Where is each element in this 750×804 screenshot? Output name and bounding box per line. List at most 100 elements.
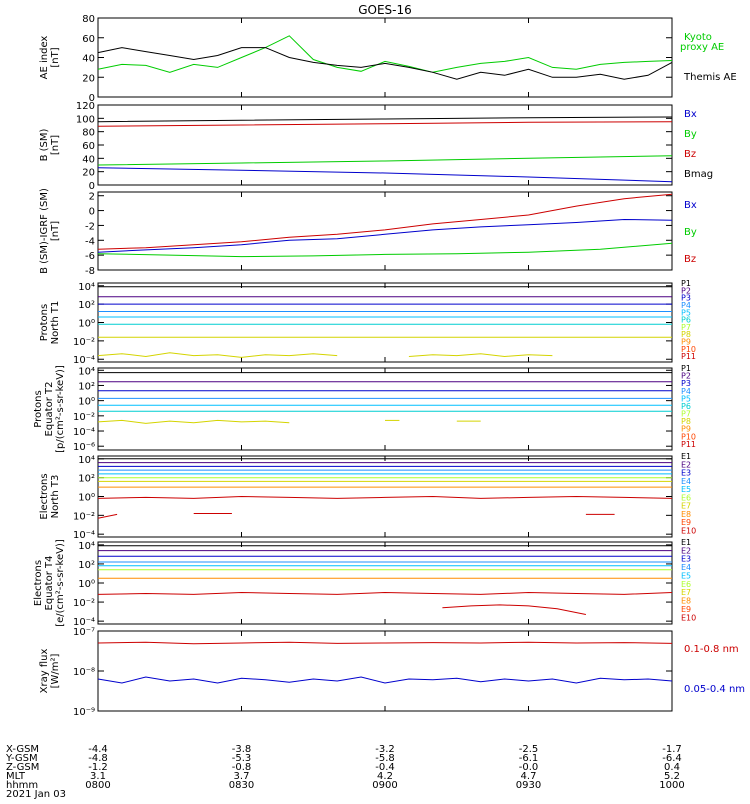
legend-ae-1: proxy AE <box>680 42 724 53</box>
legend-b-1: By <box>684 129 697 140</box>
legend-xray-1: 0.05-0.4 nm <box>684 684 745 695</box>
y-tick-label-b-1: 100 <box>76 114 95 125</box>
y-tick-label-electrons-t4-3: 10⁻² <box>73 598 95 609</box>
chart-title: GOES-16 <box>358 3 412 17</box>
y-tick-label-protons-t2-2: 10⁰ <box>78 397 95 408</box>
legend-protons-t1-6: P7 <box>681 323 691 332</box>
y-axis-label-electrons-t4-2: [e/(cm²-s-sr-keV)] <box>55 539 66 627</box>
legend-protons-t1-1: P2 <box>681 286 691 295</box>
y-tick-label-bdiff-1: 0 <box>89 207 95 218</box>
series-bdiff-1 <box>97 218 673 253</box>
legend-protons-t2-4: P5 <box>681 394 691 403</box>
x-row-value-1-2: -5.8 <box>375 753 395 764</box>
y-tick-label-b-4: 40 <box>82 154 95 165</box>
x-row-value-1-3: -6.1 <box>519 753 539 764</box>
y-axis-label-protons-t2-2: [p/(cm²-s-sr-keV)] <box>55 365 66 453</box>
legend-protons-t2-5: P6 <box>681 402 691 411</box>
legend-electrons-t4-8: E9 <box>681 605 691 614</box>
legend-electrons-t4-3: E4 <box>681 563 691 572</box>
legend-electrons-t4-4: E5 <box>681 571 691 580</box>
legend-electrons-t4-1: E2 <box>681 546 691 555</box>
legend-protons-t2-7: P8 <box>681 417 691 426</box>
series-protons-t1-8 <box>408 353 553 358</box>
legend-electrons-t3-9: E10 <box>681 526 696 535</box>
legend-protons-t1-9: P10 <box>681 345 696 354</box>
legend-electrons-t3-3: E4 <box>681 477 691 486</box>
y-tick-label-electrons-t4-2: 10⁰ <box>78 579 95 590</box>
x-row-value-2-4: 0.4 <box>664 762 680 773</box>
legend-electrons-t3-7: E8 <box>681 510 691 519</box>
x-row-value-4-2: 0900 <box>372 780 397 791</box>
y-tick-label-electrons-t3-3: 10⁻² <box>73 511 95 522</box>
series-protons-t2-6 <box>97 419 290 424</box>
x-row-value-4-1: 0830 <box>229 780 254 791</box>
y-tick-label-protons-t1-2: 10⁰ <box>78 319 95 330</box>
legend-bdiff-1: By <box>684 227 697 238</box>
y-tick-label-b-5: 20 <box>82 168 95 179</box>
x-row-value-0-0: -4.4 <box>88 744 108 755</box>
y-tick-label-protons-t2-1: 10² <box>78 381 95 392</box>
series-ae-0 <box>97 35 673 73</box>
x-row-value-2-0: -1.2 <box>88 762 108 773</box>
y-tick-label-protons-t1-0: 10⁴ <box>78 282 95 293</box>
y-tick-label-electrons-t3-1: 10² <box>78 474 95 485</box>
x-row-value-2-2: -0.4 <box>375 762 395 773</box>
y-tick-label-ae-2: 40 <box>82 54 95 65</box>
series-xray-0 <box>97 641 673 645</box>
y-tick-label-protons-t2-3: 10⁻² <box>73 412 95 423</box>
y-tick-label-xray-1: 10⁻⁸ <box>73 667 95 678</box>
legend-protons-t2-0: P1 <box>681 364 691 373</box>
legend-protons-t1-7: P8 <box>681 330 691 339</box>
legend-protons-t2-10: P11 <box>681 440 696 449</box>
legend-electrons-t3-2: E3 <box>681 469 691 478</box>
y-tick-label-ae-4: 0 <box>89 93 95 104</box>
legend-electrons-t3-5: E6 <box>681 493 691 502</box>
y-axis-label-electrons-t4-0: Electrons <box>33 560 44 606</box>
y-axis-label-protons-t1-0: Protons <box>39 304 50 341</box>
legend-protons-t1-4: P5 <box>681 308 691 317</box>
x-row-value-1-1: -5.3 <box>232 753 252 764</box>
legend-electrons-t3-6: E7 <box>681 502 691 511</box>
x-row-value-3-2: 4.2 <box>377 771 393 782</box>
y-tick-label-protons-t1-4: 10⁻⁴ <box>73 355 95 366</box>
y-tick-label-bdiff-5: -8 <box>85 266 95 277</box>
x-row-value-2-3: -0.0 <box>519 762 539 773</box>
panel-frame-bdiff <box>97 191 673 271</box>
x-row-label-3: MLT <box>6 771 26 782</box>
legend-b-2: Bz <box>684 149 696 160</box>
y-tick-label-electrons-t4-4: 10⁻⁴ <box>73 617 95 628</box>
legend-protons-t1-10: P11 <box>681 352 696 361</box>
y-tick-label-electrons-t3-0: 10⁴ <box>78 455 95 466</box>
legend-ae-2: Themis AE <box>683 72 737 83</box>
legend-electrons-t4-6: E7 <box>681 588 691 597</box>
legend-protons-t1-8: P9 <box>681 338 691 347</box>
y-tick-label-protons-t2-5: 10⁻⁶ <box>73 442 95 453</box>
y-tick-label-xray-2: 10⁻⁹ <box>73 707 95 718</box>
x-row-label-0: X-GSM <box>6 744 39 755</box>
y-tick-label-bdiff-3: -4 <box>85 236 95 247</box>
series-electrons-t4-8 <box>442 604 586 615</box>
x-row-value-3-0: 3.1 <box>90 771 106 782</box>
x-row-value-4-3: 0930 <box>516 780 541 791</box>
legend-electrons-t4-7: E8 <box>681 597 691 606</box>
panel-frame-protons-t2 <box>97 367 673 451</box>
x-row-value-1-4: -6.4 <box>662 753 682 764</box>
legend-protons-t1-0: P1 <box>681 279 691 288</box>
legend-protons-t1-5: P6 <box>681 316 691 325</box>
x-row-label-2: Z-GSM <box>6 762 39 773</box>
series-electrons-t3-9 <box>97 513 118 519</box>
y-axis-label-b-1: [nT] <box>50 135 61 155</box>
x-row-value-3-4: 5.2 <box>664 771 680 782</box>
x-row-label-4: hhmm <box>6 780 38 791</box>
y-axis-label-electrons-t3-1: North T3 <box>50 475 61 519</box>
x-row-value-0-4: -1.7 <box>662 744 682 755</box>
y-tick-label-ae-1: 60 <box>82 34 95 45</box>
legend-electrons-t4-0: E1 <box>681 538 691 547</box>
legend-bdiff-0: Bx <box>684 200 697 211</box>
x-row-value-4-0: 0800 <box>85 780 110 791</box>
x-row-label-1: Y-GSM <box>5 753 38 764</box>
x-row-value-4-4: 1000 <box>659 780 684 791</box>
series-b-1 <box>97 121 673 127</box>
y-tick-label-b-6: 0 <box>89 181 95 192</box>
